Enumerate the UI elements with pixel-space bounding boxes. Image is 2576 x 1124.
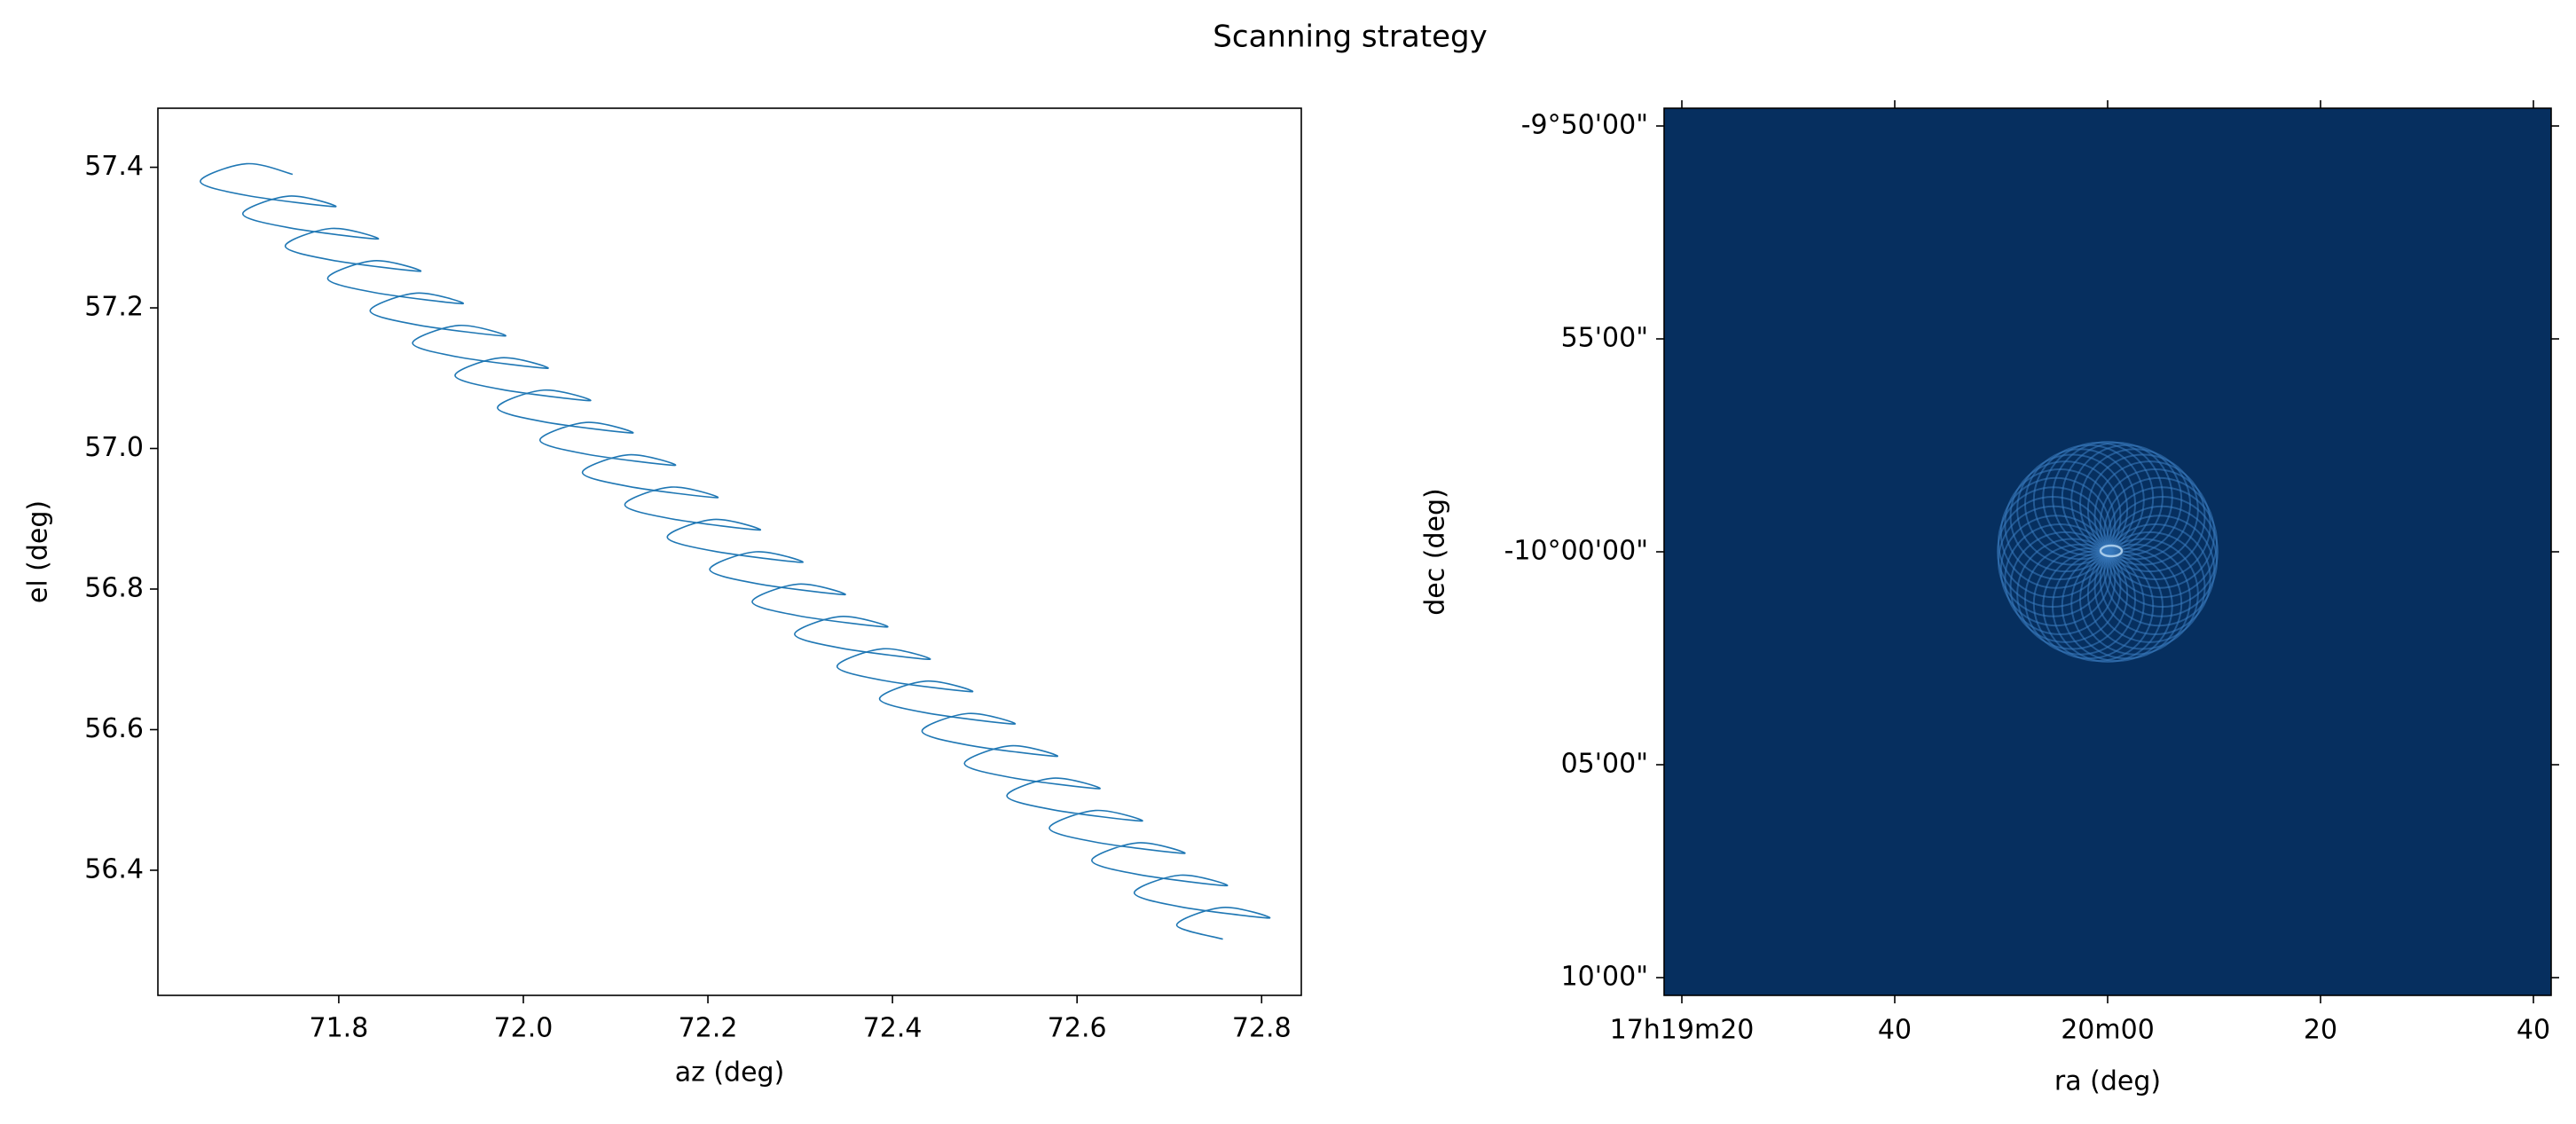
x-tick-label: 72.2 bbox=[679, 1013, 738, 1044]
x-axis-label: ra (deg) bbox=[2054, 1066, 2161, 1097]
y-tick-label: 57.2 bbox=[84, 292, 144, 323]
axes-frame bbox=[1663, 107, 2552, 996]
scan-pattern bbox=[2086, 453, 2199, 566]
x-tick-label: 72.0 bbox=[494, 1013, 554, 1044]
y-tick-label: 05'00" bbox=[1561, 749, 1648, 780]
scan-line bbox=[200, 162, 1271, 940]
x-tick-label: 72.6 bbox=[1048, 1013, 1107, 1044]
x-tick-label: 71.8 bbox=[310, 1013, 369, 1044]
y-tick-label: 57.0 bbox=[84, 432, 144, 463]
y-axis-label: dec (deg) bbox=[1420, 488, 1451, 615]
scan-pattern bbox=[2093, 460, 2206, 573]
scan-pattern bbox=[2103, 476, 2216, 589]
y-tick-label: 56.4 bbox=[84, 853, 144, 884]
x-tick-label: 20m00 bbox=[2061, 1015, 2155, 1046]
x-axis-label: az (deg) bbox=[675, 1057, 785, 1089]
y-axis-label: el (deg) bbox=[23, 500, 54, 603]
x-tick-label: 40 bbox=[2517, 1015, 2550, 1046]
scan-pattern bbox=[2070, 444, 2183, 556]
scan-pattern bbox=[2106, 486, 2219, 599]
x-tick-label: 17h19m20 bbox=[1610, 1015, 1755, 1046]
x-tick-label: 72.8 bbox=[1232, 1013, 1292, 1044]
scan-pattern bbox=[2061, 441, 2173, 554]
x-tick-label: 72.4 bbox=[863, 1013, 923, 1044]
y-tick-label: 56.6 bbox=[84, 713, 144, 744]
y-tick-label: -10°00'00" bbox=[1504, 536, 1648, 567]
scan-center bbox=[2099, 544, 2124, 558]
y-tick-label: 57.4 bbox=[84, 151, 144, 182]
y-tick-label: -9°50'00" bbox=[1521, 110, 1648, 141]
x-tick-label: 20 bbox=[2304, 1015, 2337, 1046]
scan-pattern bbox=[2099, 468, 2211, 580]
y-tick-label: 55'00" bbox=[1561, 323, 1648, 354]
figure-title: Scanning strategy bbox=[1213, 20, 1487, 55]
y-tick-label: 56.8 bbox=[84, 572, 144, 603]
scan-pattern bbox=[2079, 448, 2191, 561]
axes-frame bbox=[157, 107, 1302, 996]
x-tick-label: 40 bbox=[1878, 1015, 1912, 1046]
y-tick-label: 10'00" bbox=[1561, 962, 1648, 993]
